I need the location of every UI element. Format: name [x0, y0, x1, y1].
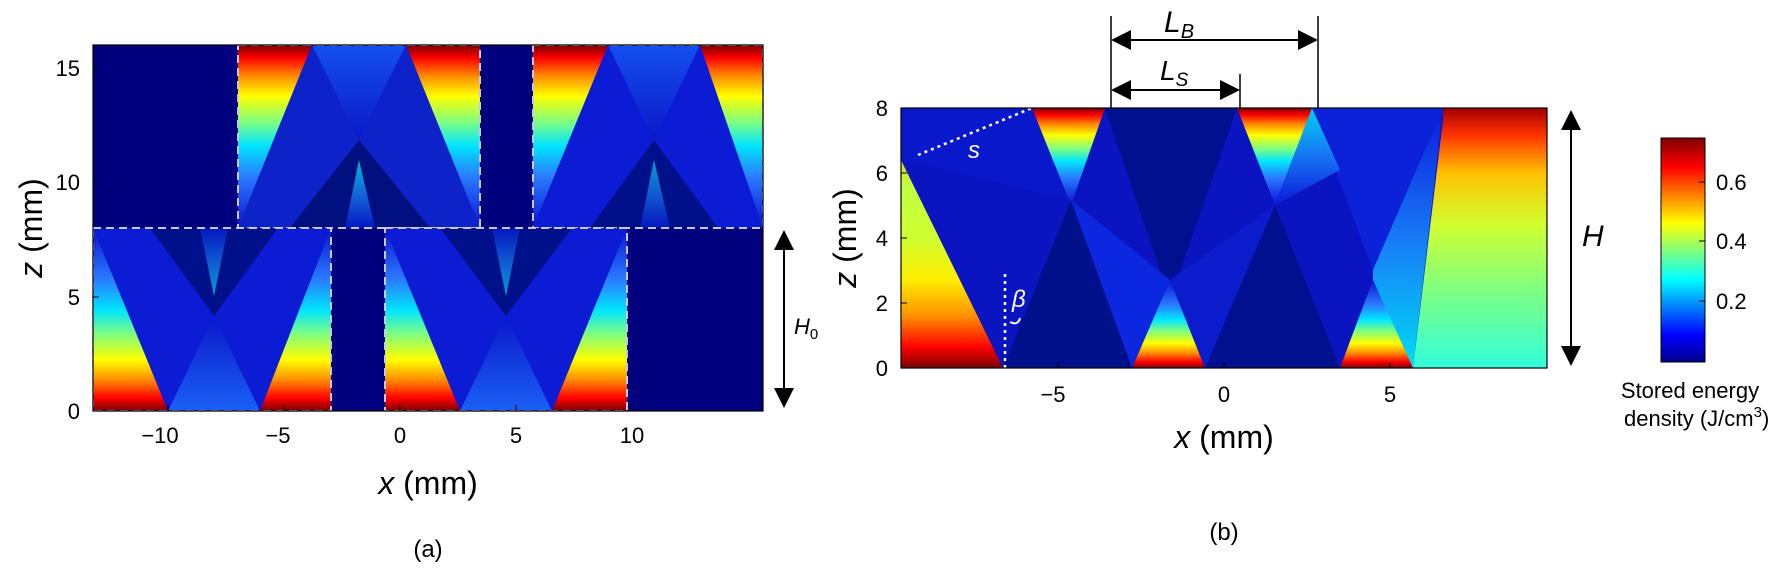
panel-b-x-axis-label: x (mm): [1172, 419, 1274, 455]
block-outline: [532, 44, 764, 229]
hot-wedge-right: [700, 45, 763, 228]
panel-a-y-ticks: 0 5 10 15: [56, 56, 99, 424]
panel-a-frame: [92, 44, 764, 412]
hot-wedge-bottom-1: [1132, 280, 1205, 368]
dark-wedge-bottom-2: [1205, 205, 1340, 368]
blue-wedge-bottom: [460, 316, 552, 411]
hot-side-left: [901, 108, 1003, 368]
caption-b: (b): [1209, 519, 1238, 546]
panel-b-x-ticks: −5 0 5: [1040, 362, 1396, 407]
y-tick-label: 10: [56, 170, 80, 195]
x-tick-label: 0: [1218, 382, 1230, 407]
bright-tip-bottom: [640, 160, 670, 228]
x-tick-label: 5: [1384, 382, 1396, 407]
y-tick-label: 15: [56, 56, 80, 81]
y-tick-label: 8: [876, 96, 888, 121]
dimension-annotations: LB LS: [1110, 6, 1319, 108]
hot-wedge-left: [93, 228, 168, 411]
x-tick-label: −5: [265, 423, 290, 448]
h0-label: H0: [794, 314, 818, 343]
colorbar-tick-label: 0.6: [1716, 170, 1747, 195]
colorbar: 0.2 0.4 0.6 Stored energy density (J/cm3…: [1621, 137, 1769, 431]
s-label: s: [968, 137, 980, 164]
h-label: H: [1582, 220, 1604, 253]
bright-tip-top: [200, 228, 228, 296]
blue-wedge-top: [312, 45, 406, 140]
hot-wedge-right: [552, 228, 627, 411]
blue-wedge-top-2: [1312, 108, 1443, 270]
beta-label: β: [1011, 286, 1026, 313]
panel-a-x-axis-label: x (mm): [376, 465, 478, 501]
panel-a-y-axis-label: z (mm): [13, 178, 49, 279]
colorbar-tick-label: 0.4: [1716, 229, 1747, 254]
y-tick-label: 4: [876, 226, 888, 251]
blue-band-right: [359, 45, 480, 228]
hot-wedge-top-2: [1237, 108, 1312, 205]
colorbar-label-line2: density (J/cm3): [1624, 404, 1769, 431]
hot-wedge-top-1: [1032, 108, 1105, 205]
blue-band-left: [901, 108, 1071, 200]
bright-tip-top: [492, 228, 520, 296]
ls-label: LS: [1160, 55, 1189, 91]
blue-wedge-top: [608, 45, 700, 140]
beta-arc: [1009, 317, 1021, 325]
y-tick-label: 0: [68, 399, 80, 424]
panel-a-block-bottom-right: [384, 227, 628, 412]
hot-wedge-left: [385, 228, 460, 411]
colorbar-tick-label: 0.2: [1716, 289, 1747, 314]
y-tick-label: 6: [876, 161, 888, 186]
y-tick-label: 2: [876, 291, 888, 316]
panel-a-plot-area: [92, 44, 764, 412]
panel-a-x-ticks: −10 −5 0 5 10: [141, 405, 644, 448]
x-tick-label: 5: [510, 423, 522, 448]
colorbar-label-line1: Stored energy: [1621, 378, 1759, 403]
cyan-band-right: [1373, 108, 1443, 368]
panel-b-y-ticks: 0 2 4 6 8: [876, 96, 907, 381]
hot-wedge-bottom-2: [1340, 280, 1413, 368]
lb-label: LB: [1164, 6, 1194, 43]
blue-band-mid-1: [1071, 200, 1170, 368]
dark-wedge-top-1: [1105, 108, 1237, 300]
panel-b-plot-area: s β: [900, 106, 1548, 369]
cyan-streak-top: [1275, 108, 1340, 205]
y-tick-label: 5: [68, 285, 80, 310]
x-tick-label: −5: [1040, 382, 1065, 407]
x-tick-label: 0: [394, 423, 406, 448]
panel-a: −10 −5 0 5 10 0 5 10 15 x (mm) z (mm) H0…: [13, 44, 818, 563]
hot-side-right: [1413, 108, 1547, 368]
blue-band-mid-2: [1170, 205, 1275, 368]
panel-b-y-axis-label: z (mm): [827, 188, 863, 289]
hot-wedge-left: [533, 45, 608, 228]
x-tick-label: 10: [620, 423, 644, 448]
panel-a-block-top-left: [237, 44, 481, 229]
dark-wedge-bottom-1: [1003, 200, 1132, 368]
hot-wedge-right: [260, 228, 331, 411]
colorbar-gradient: [1660, 137, 1706, 363]
x-tick-label: −10: [141, 423, 178, 448]
bright-tip-bottom: [345, 160, 375, 228]
y-tick-label: 0: [876, 356, 888, 381]
blue-band-left: [238, 45, 359, 228]
panel-a-block-bottom-left: [92, 227, 332, 412]
blue-wedge-bottom: [168, 316, 260, 411]
panel-a-block-top-right: [532, 44, 764, 229]
panel-b: s β −5 0 5 0 2 4 6 8 x (mm) z (mm): [827, 6, 1769, 546]
caption-a: (a): [413, 536, 442, 563]
